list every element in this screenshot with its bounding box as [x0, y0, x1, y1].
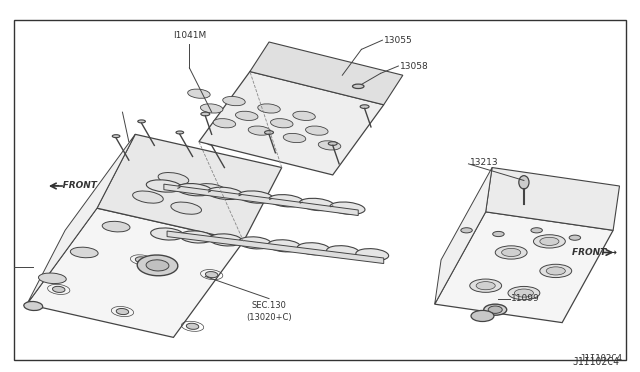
Ellipse shape [269, 195, 304, 207]
Text: 13213: 13213 [470, 157, 499, 167]
Ellipse shape [502, 248, 521, 257]
Polygon shape [435, 167, 492, 304]
Ellipse shape [305, 126, 328, 135]
Ellipse shape [24, 301, 43, 311]
Ellipse shape [112, 135, 120, 138]
Ellipse shape [201, 112, 210, 116]
Ellipse shape [196, 184, 227, 196]
Polygon shape [250, 42, 403, 105]
Text: J1I102C4: J1I102C4 [573, 357, 620, 367]
Ellipse shape [200, 104, 223, 113]
Ellipse shape [488, 306, 502, 313]
Ellipse shape [519, 176, 529, 189]
Ellipse shape [353, 84, 364, 89]
Ellipse shape [264, 131, 273, 134]
Ellipse shape [150, 228, 184, 240]
Ellipse shape [293, 111, 316, 121]
Text: FRONT →: FRONT → [572, 248, 616, 257]
Polygon shape [164, 184, 358, 215]
Text: 13058: 13058 [399, 61, 428, 71]
Ellipse shape [271, 119, 293, 128]
Ellipse shape [360, 105, 369, 109]
Ellipse shape [239, 237, 271, 249]
Ellipse shape [236, 111, 258, 121]
Text: J1I102C4: J1I102C4 [580, 354, 623, 363]
Polygon shape [486, 167, 620, 230]
Ellipse shape [138, 120, 145, 123]
Ellipse shape [158, 173, 189, 185]
Ellipse shape [515, 289, 534, 297]
Ellipse shape [569, 235, 580, 240]
Ellipse shape [534, 235, 565, 248]
Ellipse shape [52, 286, 65, 292]
Text: ← FRONT: ← FRONT [52, 182, 97, 190]
Ellipse shape [546, 267, 565, 275]
Ellipse shape [137, 255, 178, 276]
Ellipse shape [205, 272, 218, 278]
Text: 11099: 11099 [511, 294, 540, 303]
Polygon shape [27, 134, 135, 304]
Polygon shape [167, 231, 384, 263]
Ellipse shape [493, 231, 504, 237]
Polygon shape [27, 208, 244, 337]
Ellipse shape [38, 273, 67, 283]
Ellipse shape [258, 104, 280, 113]
Ellipse shape [70, 247, 98, 258]
Ellipse shape [248, 126, 271, 135]
Ellipse shape [132, 191, 163, 203]
Ellipse shape [223, 96, 245, 106]
Polygon shape [97, 134, 282, 241]
Ellipse shape [208, 142, 216, 145]
Ellipse shape [146, 260, 169, 271]
Ellipse shape [330, 202, 365, 214]
Ellipse shape [540, 237, 559, 246]
Ellipse shape [297, 243, 330, 255]
Ellipse shape [326, 246, 359, 258]
Text: (13020+C): (13020+C) [246, 312, 292, 321]
Ellipse shape [102, 221, 130, 232]
Ellipse shape [177, 183, 212, 196]
Ellipse shape [135, 257, 148, 263]
Ellipse shape [188, 89, 210, 98]
Ellipse shape [495, 246, 527, 259]
Ellipse shape [147, 180, 182, 192]
Ellipse shape [461, 228, 472, 233]
Polygon shape [435, 212, 613, 323]
Ellipse shape [186, 323, 199, 329]
Ellipse shape [531, 228, 542, 233]
Ellipse shape [209, 234, 242, 246]
Ellipse shape [356, 248, 388, 261]
Polygon shape [199, 71, 384, 175]
Ellipse shape [470, 279, 502, 292]
Text: SEC.130: SEC.130 [252, 301, 287, 311]
Ellipse shape [284, 134, 306, 142]
Ellipse shape [540, 264, 572, 278]
Ellipse shape [116, 308, 129, 315]
Ellipse shape [484, 304, 507, 315]
Text: 13055: 13055 [384, 36, 412, 45]
Ellipse shape [268, 240, 301, 252]
Ellipse shape [238, 191, 273, 203]
Ellipse shape [213, 119, 236, 128]
Ellipse shape [207, 187, 243, 199]
Ellipse shape [476, 282, 495, 290]
Ellipse shape [318, 141, 341, 150]
Ellipse shape [176, 131, 184, 134]
Ellipse shape [180, 231, 212, 243]
Ellipse shape [328, 142, 337, 145]
Ellipse shape [171, 202, 202, 214]
Text: I1041M: I1041M [173, 31, 206, 40]
Ellipse shape [300, 198, 334, 211]
Ellipse shape [508, 286, 540, 300]
Ellipse shape [471, 310, 494, 321]
